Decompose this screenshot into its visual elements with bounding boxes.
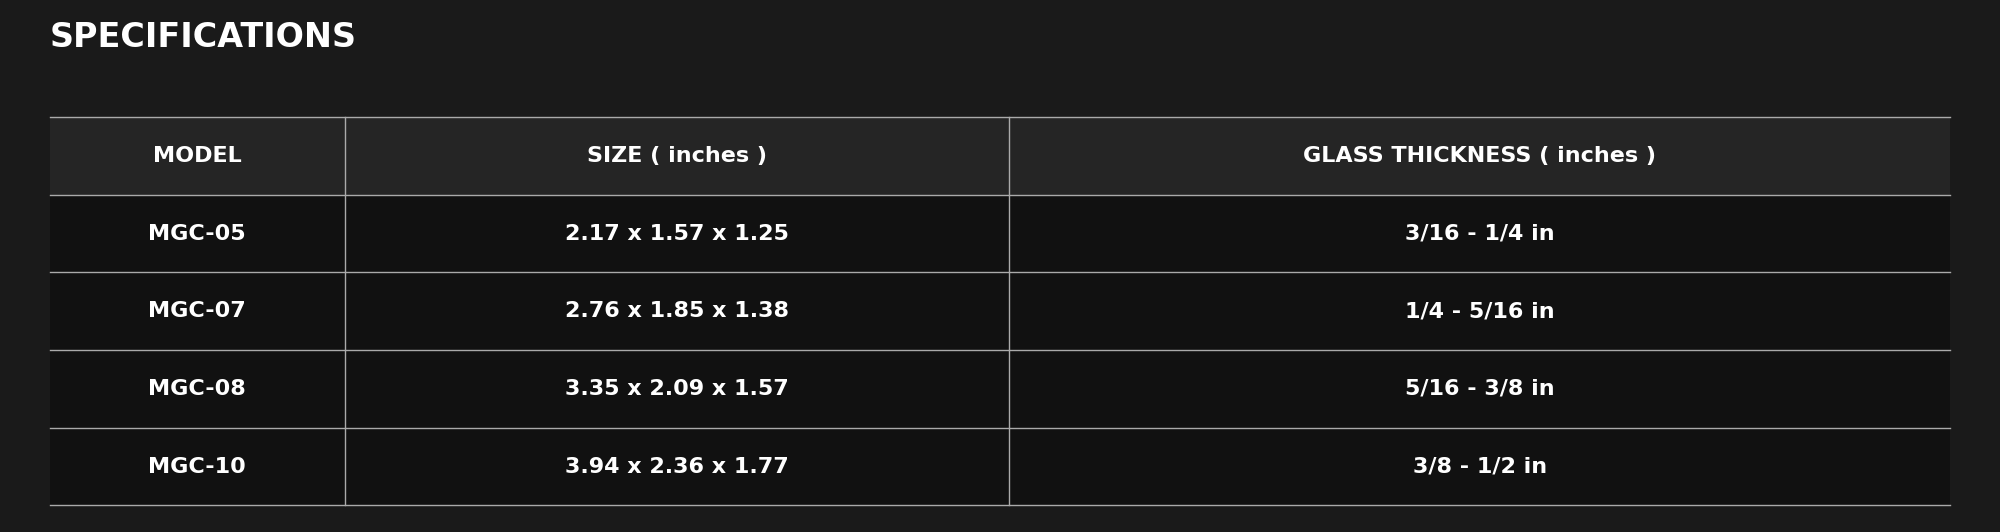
Text: 3/16 - 1/4 in: 3/16 - 1/4 in (1404, 223, 1554, 244)
Text: MODEL: MODEL (152, 146, 242, 166)
Text: SPECIFICATIONS: SPECIFICATIONS (50, 21, 356, 54)
Text: SIZE ( inches ): SIZE ( inches ) (586, 146, 766, 166)
Text: 5/16 - 3/8 in: 5/16 - 3/8 in (1404, 379, 1554, 399)
Text: 2.17 x 1.57 x 1.25: 2.17 x 1.57 x 1.25 (566, 223, 788, 244)
Text: GLASS THICKNESS ( inches ): GLASS THICKNESS ( inches ) (1304, 146, 1656, 166)
Text: 3/8 - 1/2 in: 3/8 - 1/2 in (1412, 456, 1546, 477)
Text: MGC-05: MGC-05 (148, 223, 246, 244)
Text: MGC-10: MGC-10 (148, 456, 246, 477)
Text: 3.35 x 2.09 x 1.57: 3.35 x 2.09 x 1.57 (566, 379, 788, 399)
Text: 1/4 - 5/16 in: 1/4 - 5/16 in (1404, 301, 1554, 321)
Text: MGC-08: MGC-08 (148, 379, 246, 399)
Text: 2.76 x 1.85 x 1.38: 2.76 x 1.85 x 1.38 (564, 301, 788, 321)
Text: MGC-07: MGC-07 (148, 301, 246, 321)
Text: 3.94 x 2.36 x 1.77: 3.94 x 2.36 x 1.77 (566, 456, 788, 477)
